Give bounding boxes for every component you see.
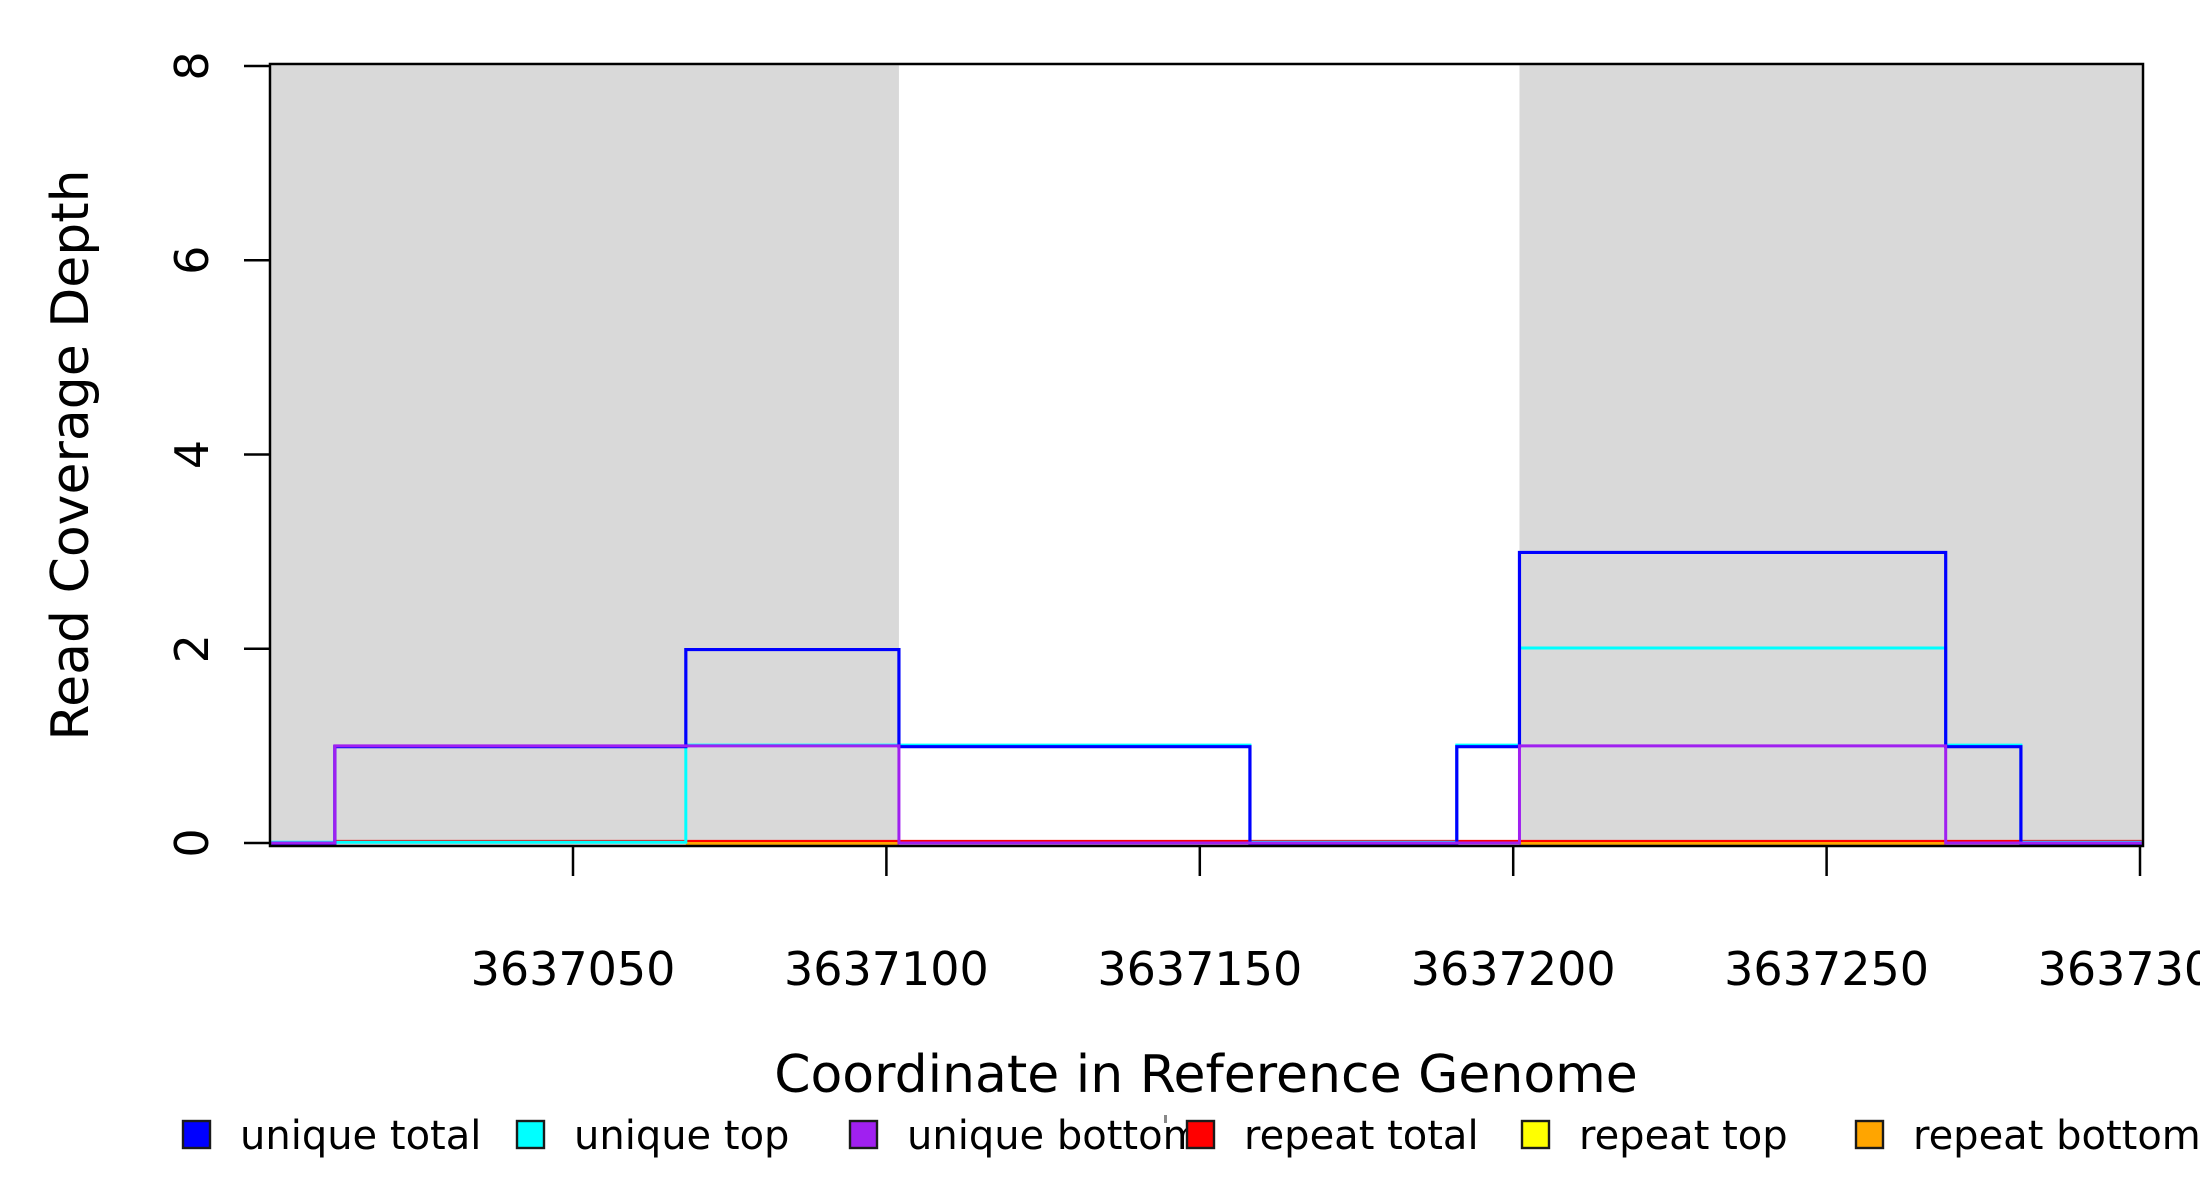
repeat-region	[271, 65, 899, 846]
legend-label-unique-bottom: unique bottom	[907, 1113, 1202, 1159]
x-axis-title: Coordinate in Reference Genome	[774, 1045, 1638, 1105]
legend-label-unique-top: unique top	[574, 1113, 789, 1159]
y-tick-label: 0	[165, 828, 219, 857]
x-tick-label: 3637150	[1097, 942, 1302, 996]
x-axis: 3637050 3637100 3637150 3637200 3637250 36373…	[471, 846, 2200, 996]
legend: unique total unique top unique bottom repea…	[181, 1113, 2200, 1159]
y-tick-label: 6	[165, 246, 219, 275]
legend-label-unique-total: unique total	[240, 1113, 481, 1159]
legend-swatch-unique-total	[181, 1119, 212, 1150]
x-tick-label: 3637100	[784, 942, 989, 996]
y-tick-label: 4	[165, 440, 219, 469]
legend-label-repeat-bottom: repeat bottom	[1913, 1113, 2200, 1159]
y-axis: 0 2 4 6 8	[165, 51, 270, 858]
stray-mark	[1164, 1115, 1167, 1123]
legend-label-repeat-total: repeat total	[1244, 1113, 1479, 1159]
legend-swatch-repeat-top	[1520, 1119, 1551, 1150]
legend-swatch-unique-bottom	[848, 1119, 879, 1150]
repeat-region	[1519, 65, 2142, 846]
repeat-regions	[271, 65, 2142, 846]
y-tick-label: 2	[165, 634, 219, 663]
legend-item-unique-total: unique total	[181, 1113, 481, 1159]
legend-label-repeat-top: repeat top	[1579, 1113, 1788, 1159]
legend-item-unique-bottom: unique bottom	[848, 1113, 1202, 1159]
legend-item-repeat-total: repeat total	[1185, 1113, 1479, 1159]
legend-swatch-repeat-bottom	[1854, 1119, 1885, 1150]
legend-item-repeat-bottom: repeat bottom	[1854, 1113, 2200, 1159]
legend-item-unique-top: unique top	[515, 1113, 789, 1159]
x-tick-label: 3637250	[1724, 942, 1929, 996]
y-tick-label: 8	[165, 51, 219, 80]
y-axis-title: Read Coverage Depth	[41, 169, 101, 740]
series-line-unique-bottom	[271, 744, 2142, 845]
x-tick-label: 3637200	[1411, 942, 1616, 996]
legend-swatch-unique-top	[515, 1119, 546, 1150]
legend-swatch-repeat-total	[1185, 1119, 1216, 1150]
legend-item-repeat-top: repeat top	[1520, 1113, 1788, 1159]
series-lines	[271, 550, 2142, 846]
x-tick-label: 3637050	[471, 942, 676, 996]
